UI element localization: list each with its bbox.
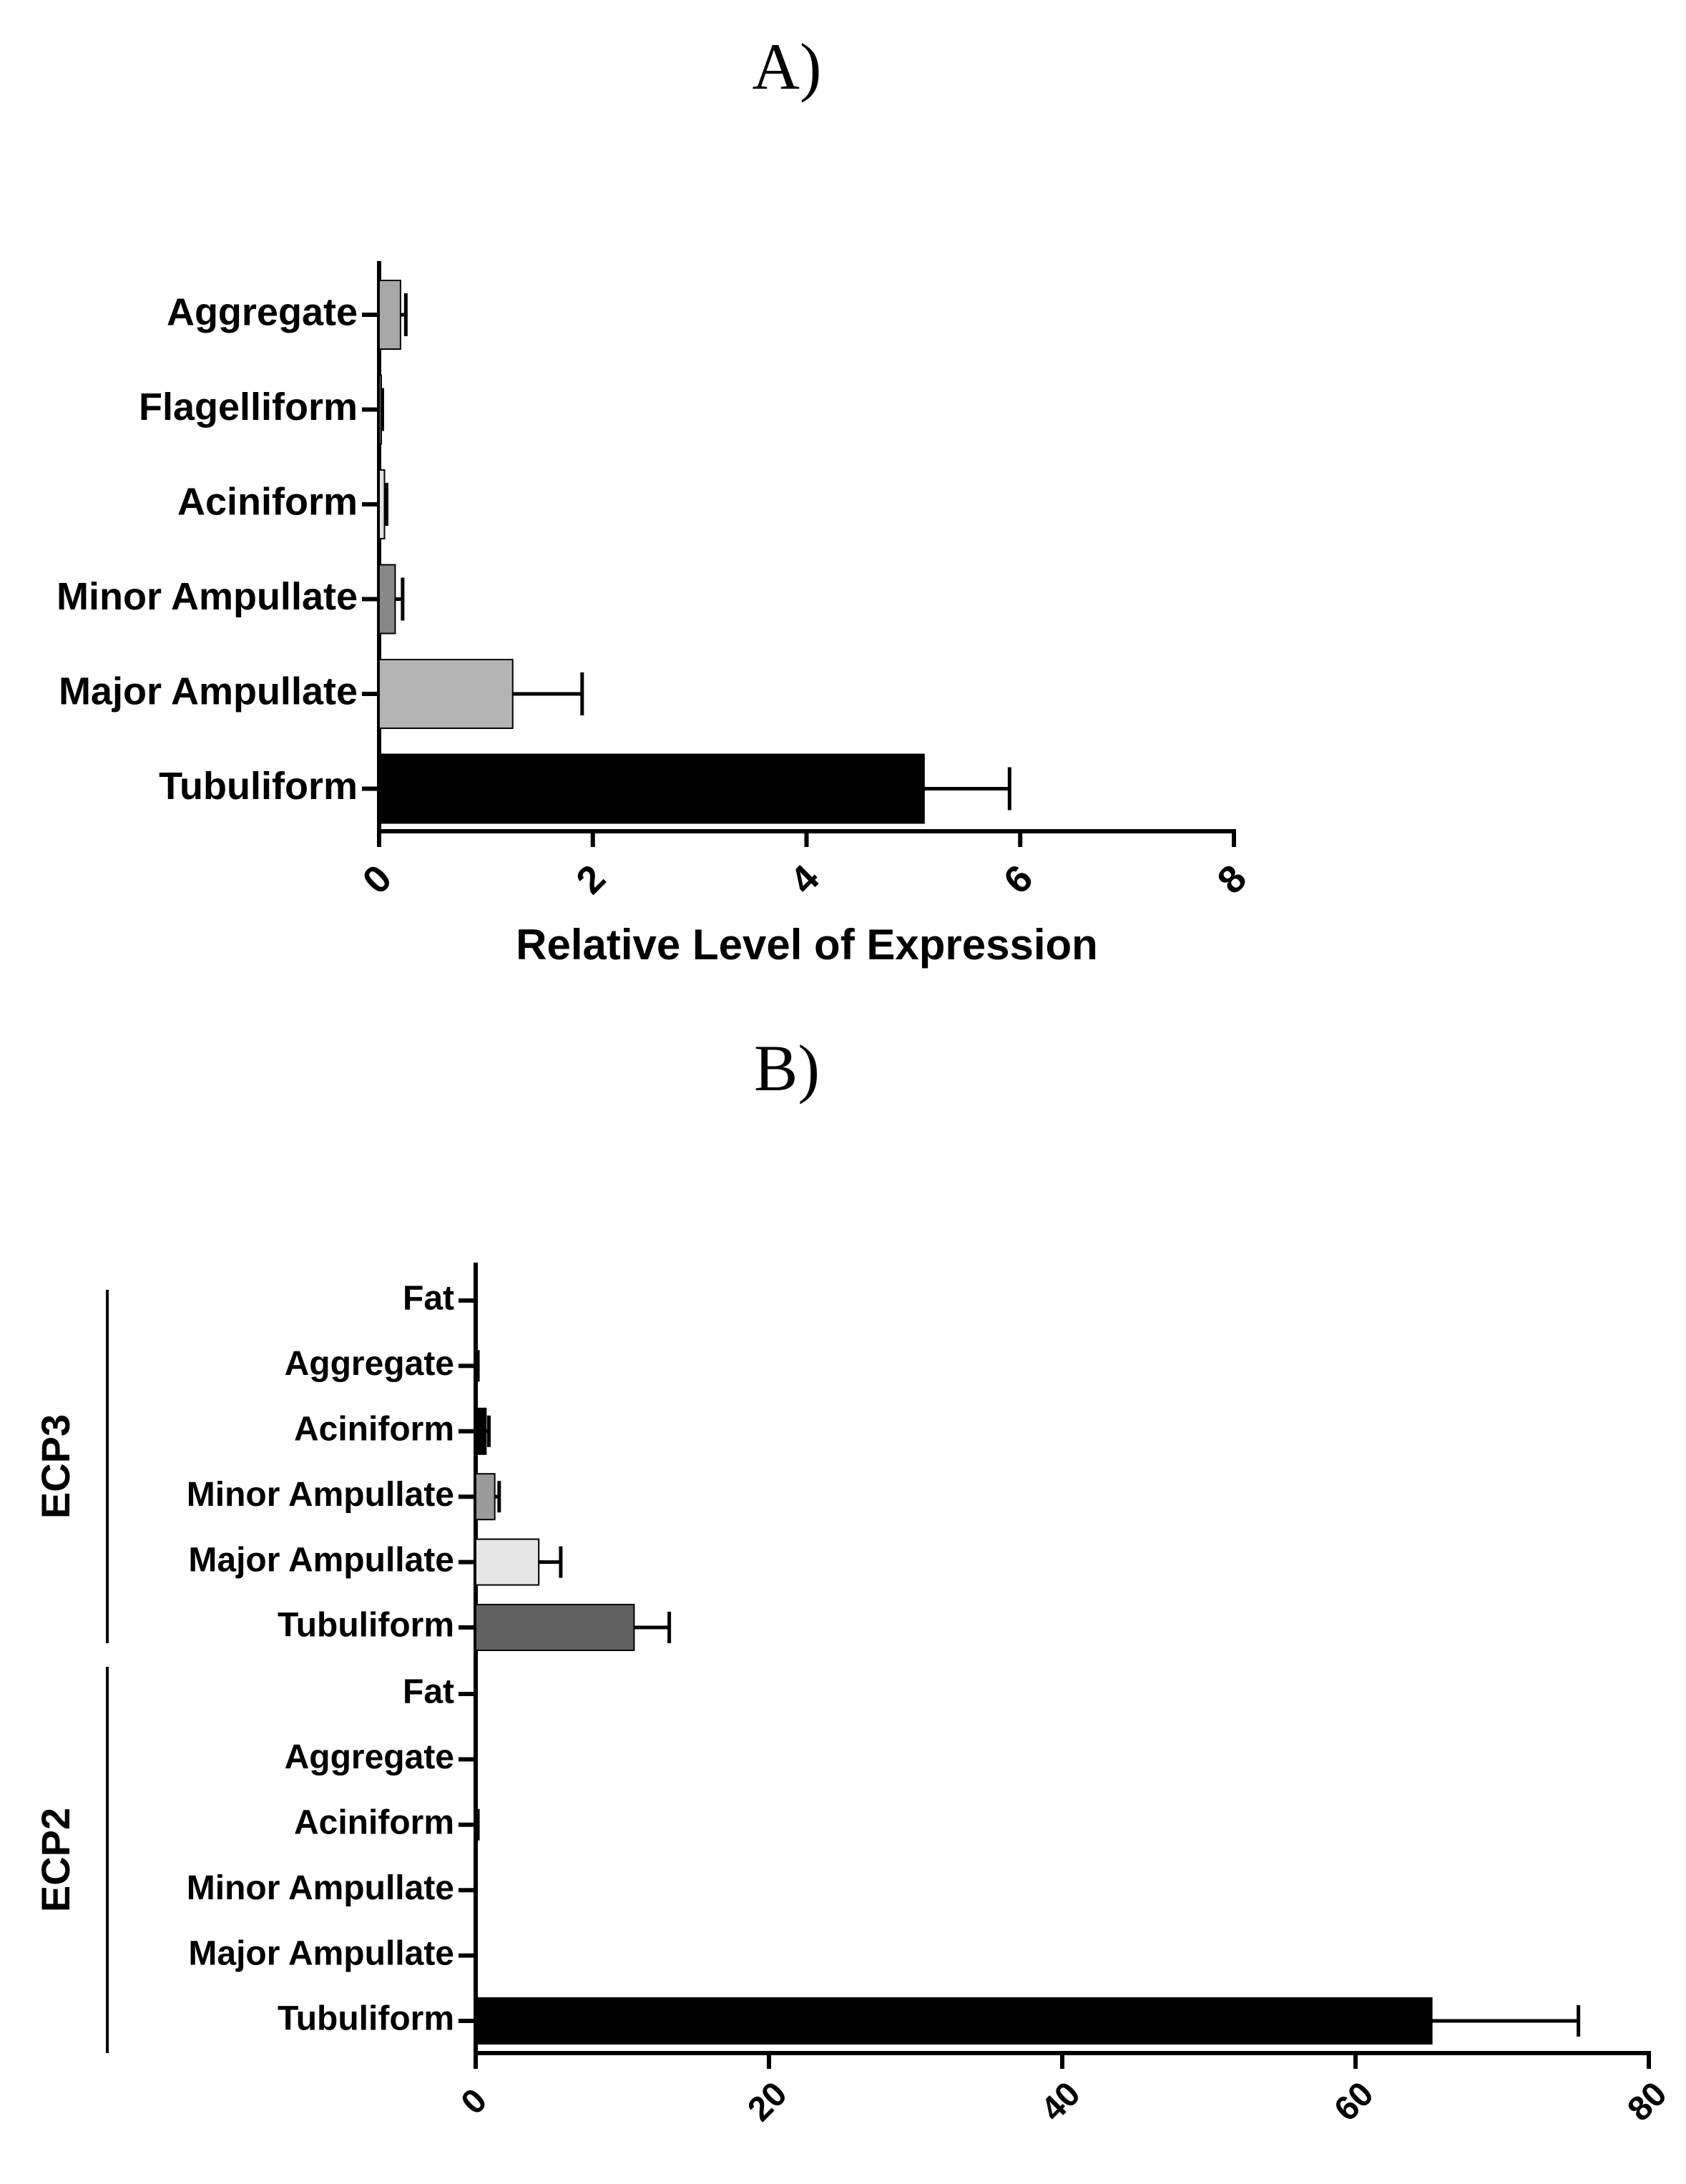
chart-b-category-label: Major Ampullate xyxy=(188,1934,454,1972)
chart-a: 0 2 4 6 8 Aggregate Flagelliform Aciniform Minor… xyxy=(57,261,1255,969)
chart-a-x-tick-label: 6 xyxy=(996,857,1042,903)
chart-a-bar xyxy=(378,280,401,350)
chart-b-category-label: Tubuliform xyxy=(278,1607,454,1645)
chart-b-category-label: Aggregate xyxy=(285,1738,454,1776)
chart-b-x-tick-label: 80 xyxy=(1620,2075,1674,2128)
chart-a-category-label: Tubuliform xyxy=(159,765,358,808)
chart-a-x-axis-title: Relative Level of Expression xyxy=(516,921,1098,969)
chart-b-category-label: Major Ampullate xyxy=(188,1541,454,1579)
chart-b-x-tick-label: 0 xyxy=(454,2082,494,2122)
chart-b-category-label: Minor Ampullate xyxy=(187,1476,454,1514)
chart-a-bar xyxy=(378,753,925,824)
chart-b-category-label: Tubuliform xyxy=(278,2000,454,2038)
chart-b-bar xyxy=(475,1407,487,1455)
chart-b-bar xyxy=(475,1538,540,1586)
chart-b-category-label: Fat xyxy=(403,1280,454,1318)
chart-b-bar xyxy=(475,1473,496,1521)
chart-b-category-label: Minor Ampullate xyxy=(187,1869,454,1907)
chart-b: 0 20 40 60 80 Fat Aggregate Aciniform Minor Ampu… xyxy=(33,1263,1675,2129)
chart-b-group-label: ECP2 xyxy=(33,1808,78,1912)
chart-b-category-label: Fat xyxy=(403,1673,454,1711)
chart-b-bar xyxy=(475,1604,635,1651)
chart-a-category-label: Flagelliform xyxy=(139,386,358,429)
chart-a-x-tick-label: 0 xyxy=(355,857,401,903)
chart-b-x-tick-label: 20 xyxy=(740,2075,794,2128)
chart-a-x-tick-label: 2 xyxy=(568,857,614,903)
chart-a-bar xyxy=(378,469,386,539)
chart-b-category-label: Aciniform xyxy=(294,1803,454,1841)
chart-b-category-label: Aggregate xyxy=(285,1345,454,1383)
panel-label-b: B) xyxy=(754,1032,820,1105)
panel-label-a: A) xyxy=(752,30,822,103)
chart-a-category-label: Minor Ampullate xyxy=(57,575,358,618)
chart-a-bar xyxy=(378,564,396,635)
chart-b-x-tick-label: 40 xyxy=(1034,2075,1087,2128)
chart-b-bar xyxy=(475,1997,1433,2045)
chart-b-group-label: ECP3 xyxy=(33,1414,78,1519)
chart-a-x-tick-label: 8 xyxy=(1210,857,1255,903)
chart-b-category-label: Aciniform xyxy=(294,1410,454,1448)
chart-a-x-tick-label: 4 xyxy=(782,857,828,903)
chart-a-category-label: Aggregate xyxy=(167,290,358,333)
chart-a-category-label: Major Ampullate xyxy=(59,670,358,713)
chart-b-x-tick-label: 60 xyxy=(1327,2075,1381,2128)
chart-a-category-label: Aciniform xyxy=(177,480,358,523)
chart-a-bar xyxy=(378,659,514,729)
